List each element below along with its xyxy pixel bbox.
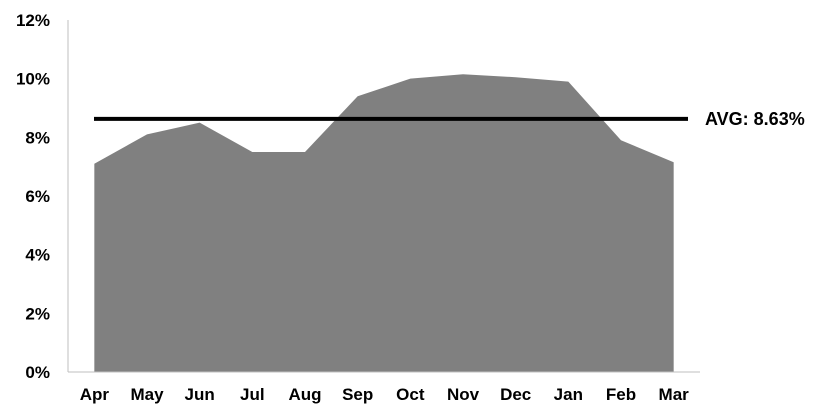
- x-tick-label: Sep: [342, 385, 373, 404]
- x-tick-labels: Apr May Jun Jul Aug Sep Oct Nov Dec Jan Feb Mar: [80, 385, 689, 404]
- y-tick-label: 10%: [16, 70, 50, 89]
- y-tick-label: 4%: [25, 246, 50, 265]
- y-tick-label: 6%: [25, 187, 50, 206]
- x-tick-label: Nov: [447, 385, 480, 404]
- axes: [67, 20, 700, 373]
- y-tick-label: 8%: [25, 128, 50, 147]
- x-tick-label: Aug: [288, 385, 321, 404]
- x-tick-label: Oct: [396, 385, 425, 404]
- y-tick-label: 0%: [25, 363, 50, 382]
- y-tick-labels: 0% 2% 4% 6% 8% 10% 12%: [16, 11, 50, 382]
- x-tick-label: Jul: [240, 385, 265, 404]
- x-tick-label: Jun: [185, 385, 215, 404]
- x-tick-label: May: [130, 385, 164, 404]
- x-tick-label: Feb: [606, 385, 636, 404]
- average-label: AVG: 8.63%: [705, 109, 805, 129]
- x-tick-label: Apr: [80, 385, 110, 404]
- x-tick-label: Dec: [500, 385, 531, 404]
- y-tick-label: 2%: [25, 304, 50, 323]
- average-reference: AVG: 8.63%: [94, 109, 805, 129]
- plot-area: [94, 74, 674, 373]
- area-series: [94, 74, 674, 373]
- x-tick-label: Mar: [659, 385, 690, 404]
- y-tick-label: 12%: [16, 11, 50, 30]
- x-tick-label: Jan: [554, 385, 583, 404]
